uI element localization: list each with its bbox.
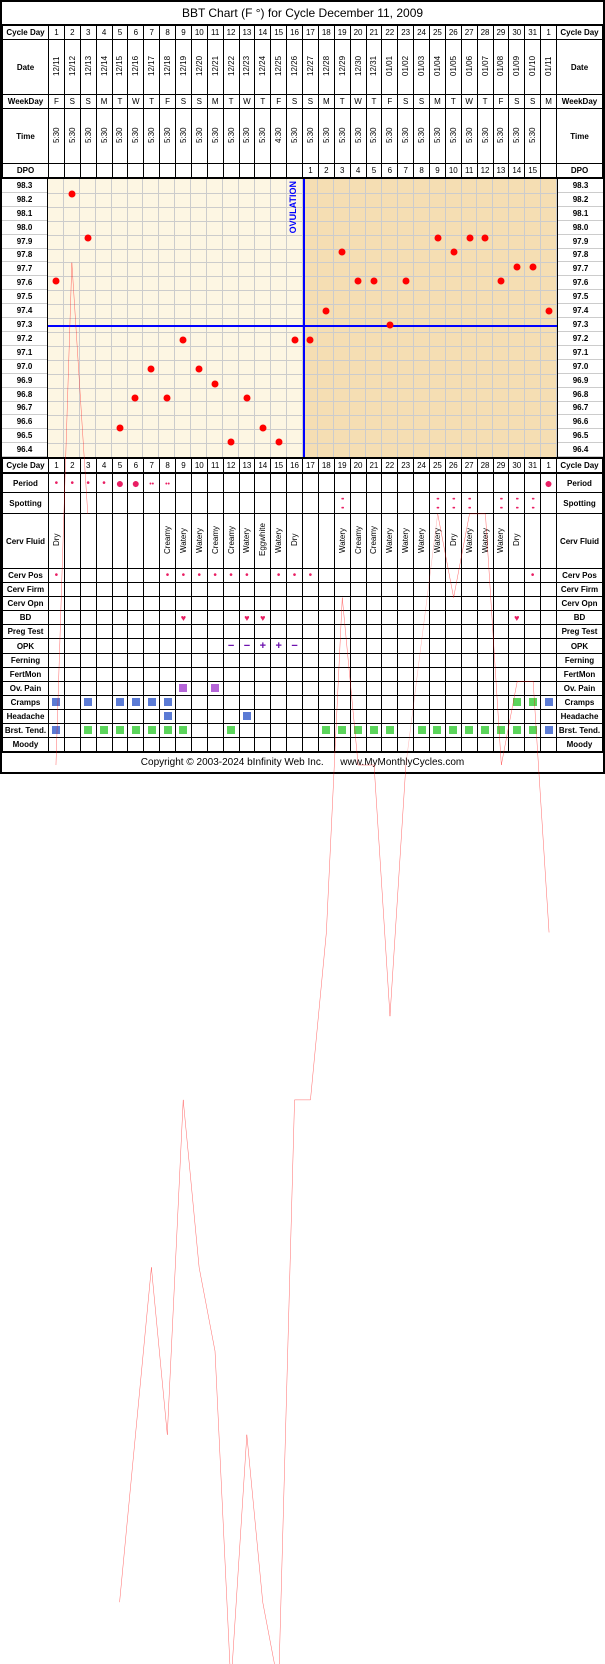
temp-point [196,366,203,373]
temp-point [514,263,521,270]
temp-point [307,336,314,343]
temp-point [164,395,171,402]
header-table: Cycle Day1234567891011121314151617181920… [2,25,603,178]
temp-point [227,439,234,446]
temp-point [482,234,489,241]
y-axis-right: 98.398.298.198.097.997.897.797.697.597.4… [557,179,603,457]
temp-point [116,424,123,431]
temp-point [52,278,59,285]
temp-point [259,424,266,431]
temp-point [339,249,346,256]
temp-point [434,234,441,241]
temp-point [466,234,473,241]
temp-point [546,307,553,314]
temp-point [355,278,362,285]
temperature-plot: 98.398.298.198.097.997.897.797.697.597.4… [2,178,603,458]
temp-point [68,190,75,197]
temp-point [148,366,155,373]
temp-point [450,249,457,256]
y-axis-left: 98.398.298.198.097.997.897.797.697.597.4… [2,179,48,457]
temp-point [323,307,330,314]
temp-point [84,234,91,241]
temp-point [212,380,219,387]
chart-title: BBT Chart (F °) for Cycle December 11, 2… [2,2,603,25]
temp-point [402,278,409,285]
temp-point [530,263,537,270]
temp-point [371,278,378,285]
temp-point [275,439,282,446]
temp-point [498,278,505,285]
plot-area: OVULATION [48,179,557,457]
temp-point [291,336,298,343]
temp-point [243,395,250,402]
temp-point [132,395,139,402]
bbt-chart: BBT Chart (F °) for Cycle December 11, 2… [0,0,605,774]
temp-point [180,336,187,343]
temp-point [386,322,393,329]
